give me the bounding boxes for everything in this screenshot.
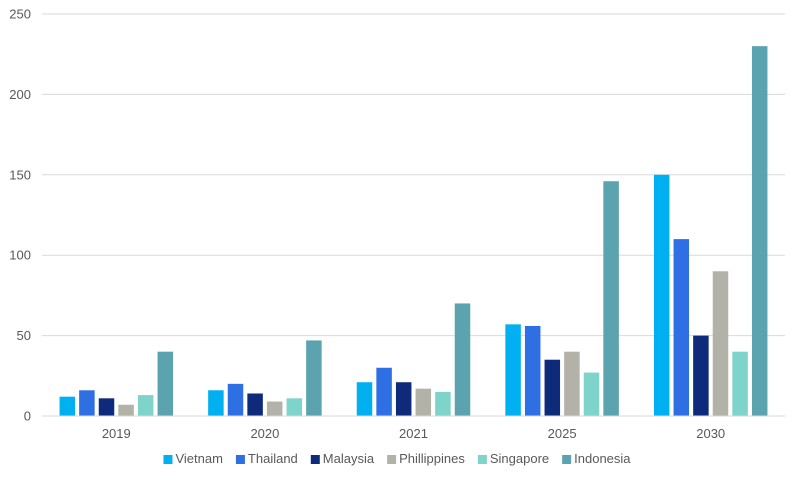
bar-malaysia-2019 bbox=[98, 398, 115, 416]
legend-item-malaysia: Malaysia bbox=[310, 451, 375, 466]
bar-thailand-2020 bbox=[227, 383, 244, 416]
bar-thailand-2025 bbox=[524, 325, 541, 416]
legend-item-singapore: Singapore bbox=[477, 451, 549, 466]
bar-phillippines-2019 bbox=[118, 404, 134, 416]
bar-indonesia-2020 bbox=[306, 340, 322, 416]
legend-swatch bbox=[562, 455, 572, 464]
legend-label: Phillippines bbox=[399, 451, 465, 466]
legend-item-phillippines: Phillippines bbox=[387, 451, 465, 466]
bar-vietnam-2021 bbox=[356, 382, 373, 416]
bar-phillippines-2020 bbox=[266, 401, 283, 416]
bar-indonesia-2030 bbox=[751, 46, 768, 416]
x-tick-label: 2030 bbox=[696, 426, 725, 441]
legend-swatch bbox=[235, 455, 245, 464]
bar-vietnam-2019 bbox=[59, 396, 76, 416]
bar-phillippines-2021 bbox=[415, 388, 432, 416]
x-tick-label: 2021 bbox=[399, 426, 428, 441]
y-tick-label: 100 bbox=[9, 248, 31, 263]
legend-label: Indonesia bbox=[574, 451, 631, 466]
legend-item-thailand: Thailand bbox=[235, 451, 298, 466]
x-tick-label: 2025 bbox=[548, 426, 577, 441]
bar-singapore-2021 bbox=[435, 391, 451, 416]
bar-indonesia-2021 bbox=[454, 303, 471, 416]
y-tick-label: 250 bbox=[9, 7, 31, 22]
bar-malaysia-2020 bbox=[247, 393, 263, 416]
y-tick-label: 150 bbox=[9, 167, 31, 182]
bar-singapore-2030 bbox=[732, 351, 748, 416]
legend: Vietnam Thailand Malaysia Phillippines Singa… bbox=[163, 451, 631, 466]
legend-swatch bbox=[163, 455, 173, 464]
bar-malaysia-2025 bbox=[544, 359, 561, 416]
legend-item-vietnam: Vietnam bbox=[163, 451, 223, 466]
y-tick-label: 0 bbox=[24, 409, 31, 424]
bar-singapore-2020 bbox=[286, 398, 303, 416]
bar-malaysia-2021 bbox=[395, 382, 412, 416]
y-tick-label: 200 bbox=[9, 87, 31, 102]
bar-thailand-2021 bbox=[376, 367, 392, 416]
legend-swatch bbox=[387, 455, 397, 464]
x-axis-ticks: 2019 2020 2021 2025 2030 bbox=[102, 426, 725, 441]
bar-vietnam-2025 bbox=[505, 324, 521, 416]
legend-label: Malaysia bbox=[323, 451, 375, 466]
x-tick-label: 2020 bbox=[250, 426, 279, 441]
y-tick-label: 50 bbox=[17, 328, 31, 343]
bar-vietnam-2020 bbox=[208, 390, 224, 416]
bar-singapore-2019 bbox=[137, 395, 154, 416]
bars bbox=[59, 46, 768, 416]
bar-phillippines-2025 bbox=[564, 351, 580, 416]
bar-phillippines-2030 bbox=[712, 271, 729, 416]
legend-swatch bbox=[310, 455, 320, 464]
bar-indonesia-2025 bbox=[603, 181, 619, 416]
bar-thailand-2019 bbox=[79, 390, 95, 416]
legend-label: Vietnam bbox=[175, 451, 222, 466]
x-tick-label: 2019 bbox=[102, 426, 131, 441]
legend-item-indonesia: Indonesia bbox=[562, 451, 631, 466]
legend-label: Thailand bbox=[248, 451, 298, 466]
y-axis-ticks: 0 50 100 150 200 250 bbox=[9, 7, 31, 424]
bar-malaysia-2030 bbox=[693, 335, 709, 416]
bar-thailand-2030 bbox=[673, 239, 690, 416]
bar-indonesia-2019 bbox=[157, 351, 174, 416]
bar-vietnam-2030 bbox=[653, 174, 670, 416]
legend-label: Singapore bbox=[490, 451, 549, 466]
bar-singapore-2025 bbox=[583, 372, 600, 416]
legend-swatch bbox=[477, 455, 487, 464]
